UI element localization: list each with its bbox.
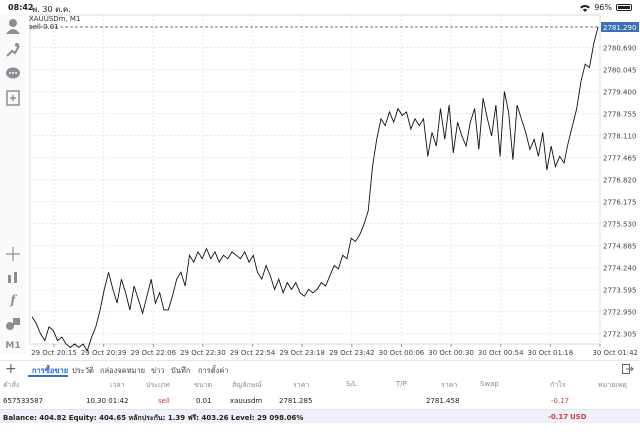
time-axis-label: 29 Oct 20:15 — [31, 349, 77, 357]
time-axis-label: 30 Oct 00:54 — [478, 349, 524, 357]
current-price-tag — [601, 22, 639, 32]
time-axis-label: 30 Oct 00:06 — [379, 349, 425, 357]
price-axis-label: 2775.530 — [603, 221, 636, 229]
chart-symbol: XAUUSDm, M1 — [29, 15, 81, 23]
header-comment: หมายเหตุ — [598, 381, 627, 389]
header-profit: กำไร — [550, 381, 566, 389]
left-toolbar: f M1 — [0, 14, 26, 354]
row-profit: -0.17 — [551, 397, 570, 405]
row-symbol: xauusdm — [230, 397, 263, 405]
chart-info: XAUUSDm, M1 sell 0.01 — [29, 15, 80, 31]
price-axis-label: 2774.240 — [603, 265, 636, 273]
tab-history[interactable]: ประวัติ — [72, 366, 94, 375]
header-type: ประเภท — [146, 381, 170, 389]
function-icon[interactable]: f — [10, 293, 16, 307]
price-axis-label: 2780.690 — [603, 44, 636, 52]
price-chart[interactable]: 2780.690 2780.045 2779.400 2778.755 2778.110… — [26, 14, 640, 360]
header-price: ราคา — [293, 381, 310, 389]
header-sl: S/L — [346, 380, 357, 388]
price-axis-label: 2776.820 — [603, 177, 636, 185]
time-axis-label: 29 Oct 22:06 — [130, 349, 176, 357]
price-axis-label: 2779.400 — [603, 88, 636, 96]
indicators-icon[interactable] — [3, 268, 23, 288]
header-current-price: ราคา — [441, 381, 458, 389]
status-right: 96% — [580, 3, 632, 12]
time-axis-label: 30 Oct 01:18 — [528, 349, 574, 357]
time-axis-label: 29 Oct 22:30 — [180, 349, 226, 357]
time-axis-label: 30 Oct 00:30 — [428, 349, 474, 357]
add-icon[interactable]: + — [5, 361, 17, 377]
balance-profit: -0.17 — [548, 413, 569, 421]
header-symbol: สัญลักษณ์ — [232, 381, 262, 389]
header-swap: Swap — [480, 380, 499, 388]
status-time: 08:42 — [8, 3, 34, 12]
price-line — [31, 26, 599, 352]
tab-trade[interactable]: การซื้อขาย — [32, 366, 69, 375]
balance-summary: Balance: 404.82 Equity: 404.65 หลักประกั… — [3, 414, 304, 422]
time-axis-label: 29 Oct 20:39 — [81, 349, 127, 357]
battery-percent: 96% — [594, 3, 612, 12]
new-document-icon[interactable] — [3, 88, 23, 108]
header-time: เวลา — [110, 381, 125, 389]
status-bar: 08:42 พ. 30 ต.ค. 96% — [0, 0, 640, 14]
price-axis-label: 2777.465 — [603, 155, 636, 163]
row-type: sell — [158, 397, 170, 405]
header-order: คำสั่ง — [3, 381, 20, 389]
row-size: 0.01 — [196, 397, 212, 405]
wifi-icon — [580, 4, 591, 12]
row-current-price: 2781.458 — [426, 397, 460, 405]
objects-icon[interactable] — [3, 314, 23, 334]
price-axis-label: 2778.755 — [603, 111, 636, 119]
price-axis-label: 2776.175 — [603, 199, 636, 207]
active-tab-indicator — [28, 375, 68, 377]
tab-journal[interactable]: บันทึก — [171, 366, 191, 375]
row-price: 2781.285 — [279, 397, 313, 405]
order-label: sell 0.01 — [29, 23, 59, 31]
timeframe-button[interactable]: M1 — [5, 341, 21, 351]
balance-currency: USD — [570, 413, 587, 421]
price-axis-label: 2780.045 — [603, 66, 636, 74]
balance-bar: Balance: 404.82 Equity: 404.65 หลักประกั… — [0, 409, 640, 423]
crosshair-icon[interactable] — [3, 244, 23, 264]
price-axis-label: 2774.885 — [603, 243, 636, 251]
price-axis-label: 2772.950 — [603, 309, 636, 317]
price-axis-label: 2772.305 — [603, 331, 636, 339]
status-date: พ. 30 ต.ค. — [32, 5, 71, 14]
bottom-tab-bar — [0, 360, 640, 378]
header-tp: T/P — [396, 380, 407, 388]
time-axis-label: 30 Oct 01:42 — [592, 349, 638, 357]
trade-icon[interactable] — [3, 40, 23, 60]
export-icon[interactable] — [622, 364, 634, 374]
price-axis-label: 2773.595 — [603, 287, 636, 295]
header-size: ขนาด — [194, 381, 213, 389]
account-icon[interactable] — [3, 16, 23, 36]
price-axis-label: 2778.110 — [603, 133, 636, 141]
chat-icon[interactable] — [3, 64, 23, 84]
row-order[interactable]: 657533587 — [3, 397, 44, 405]
time-axis-label: 29 Oct 23:18 — [279, 349, 325, 357]
tab-mailbox[interactable]: กล่องจดหมาย — [100, 366, 146, 375]
battery-icon — [616, 4, 632, 11]
time-axis-label: 29 Oct 23:42 — [329, 349, 375, 357]
tab-news[interactable]: ข่าว — [151, 366, 165, 375]
time-axis-label: 29 Oct 22:54 — [230, 349, 276, 357]
current-price-label: 2781.290 — [603, 24, 636, 32]
row-time: 10.30 01:42 — [86, 397, 129, 405]
tab-settings[interactable]: การตั้งค่า — [198, 366, 229, 375]
